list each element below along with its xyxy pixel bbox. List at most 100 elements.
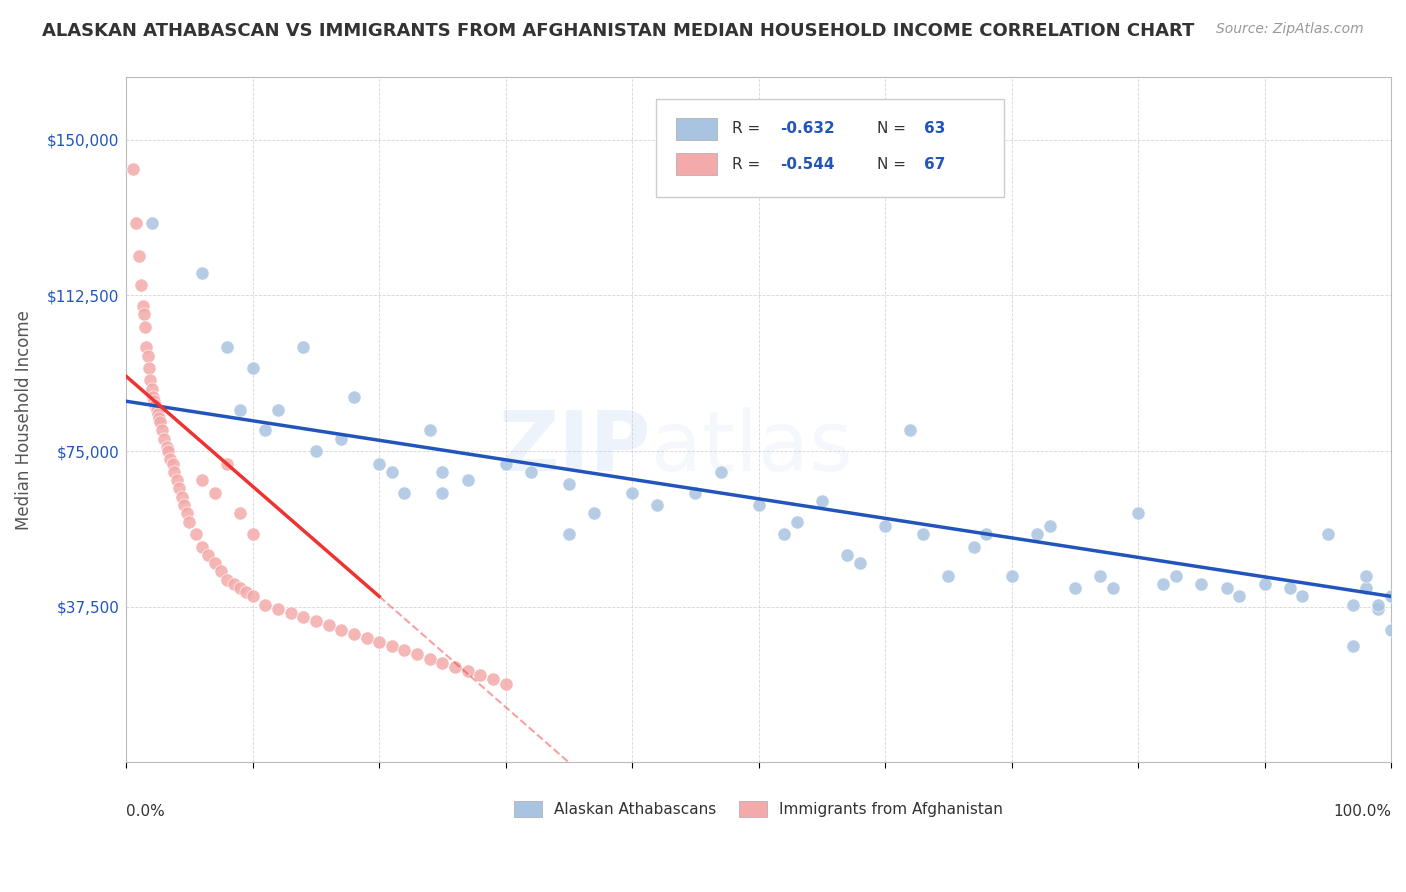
Point xyxy=(368,635,391,649)
Text: 63: 63 xyxy=(924,121,946,136)
Point xyxy=(229,402,252,417)
Point xyxy=(495,457,517,471)
Text: R =: R = xyxy=(733,157,765,172)
Point xyxy=(292,340,315,354)
Point xyxy=(162,457,184,471)
Point xyxy=(773,527,796,541)
Text: 100.0%: 100.0% xyxy=(1333,804,1391,819)
Point xyxy=(1367,598,1389,612)
Point xyxy=(145,402,167,417)
Text: N =: N = xyxy=(877,121,911,136)
Point xyxy=(1367,602,1389,616)
Point xyxy=(1379,623,1402,637)
Point xyxy=(254,423,277,437)
Point xyxy=(134,319,156,334)
Point xyxy=(184,527,207,541)
Point xyxy=(128,249,150,263)
Point xyxy=(292,610,315,624)
Point xyxy=(131,278,153,293)
Point xyxy=(1025,527,1047,541)
Point xyxy=(811,494,834,508)
Point xyxy=(197,548,219,562)
Point xyxy=(1379,590,1402,604)
Point xyxy=(143,398,166,412)
Point xyxy=(217,340,239,354)
Point xyxy=(1152,577,1174,591)
Point xyxy=(343,626,366,640)
Point xyxy=(911,527,934,541)
Point xyxy=(1291,590,1313,604)
Point xyxy=(149,415,172,429)
Point xyxy=(1316,527,1339,541)
Point xyxy=(146,407,169,421)
Point xyxy=(432,485,454,500)
Point xyxy=(432,465,454,479)
Point xyxy=(1126,506,1149,520)
FancyBboxPatch shape xyxy=(676,118,717,140)
Point xyxy=(444,660,467,674)
Point xyxy=(406,648,429,662)
Point xyxy=(1038,518,1060,533)
Point xyxy=(209,565,232,579)
Point xyxy=(470,668,492,682)
Point xyxy=(875,518,897,533)
Point xyxy=(121,161,143,176)
Point xyxy=(786,515,808,529)
Text: 0.0%: 0.0% xyxy=(127,804,165,819)
Point xyxy=(191,266,214,280)
Point xyxy=(558,477,581,491)
Point xyxy=(176,506,198,520)
Point xyxy=(156,444,179,458)
Legend: Alaskan Athabascans, Immigrants from Afghanistan: Alaskan Athabascans, Immigrants from Afg… xyxy=(508,795,1010,823)
Point xyxy=(647,498,669,512)
Point xyxy=(1341,598,1364,612)
FancyBboxPatch shape xyxy=(657,99,1004,197)
Point xyxy=(141,216,163,230)
Text: N =: N = xyxy=(877,157,911,172)
Point xyxy=(131,299,153,313)
Point xyxy=(685,485,707,500)
Point xyxy=(169,482,191,496)
Point xyxy=(125,216,148,230)
Point xyxy=(898,423,921,437)
Point xyxy=(974,527,997,541)
Point xyxy=(305,615,328,629)
Point xyxy=(242,527,264,541)
Point xyxy=(170,490,193,504)
Point xyxy=(138,361,160,376)
Point xyxy=(1354,568,1376,582)
Point xyxy=(229,506,252,520)
Text: -0.544: -0.544 xyxy=(780,157,835,172)
Point xyxy=(558,527,581,541)
Text: ALASKAN ATHABASCAN VS IMMIGRANTS FROM AFGHANISTAN MEDIAN HOUSEHOLD INCOME CORREL: ALASKAN ATHABASCAN VS IMMIGRANTS FROM AF… xyxy=(42,22,1195,40)
Point xyxy=(217,457,239,471)
Point xyxy=(1164,568,1187,582)
Point xyxy=(837,548,859,562)
Point xyxy=(1278,581,1301,595)
Point xyxy=(179,515,201,529)
Point xyxy=(1189,577,1212,591)
Point xyxy=(343,390,366,404)
Text: Source: ZipAtlas.com: Source: ZipAtlas.com xyxy=(1216,22,1364,37)
Point xyxy=(267,602,290,616)
Text: -0.632: -0.632 xyxy=(780,121,835,136)
Point xyxy=(235,585,257,599)
Point xyxy=(318,618,340,632)
Point xyxy=(1215,581,1237,595)
Point xyxy=(191,473,214,487)
Point xyxy=(520,465,543,479)
Point xyxy=(135,340,157,354)
Point xyxy=(457,664,479,678)
Point xyxy=(141,382,163,396)
Point xyxy=(330,432,353,446)
Point xyxy=(1253,577,1275,591)
Point xyxy=(482,673,505,687)
Point xyxy=(173,498,195,512)
Point xyxy=(139,374,162,388)
Point xyxy=(936,568,959,582)
Point xyxy=(159,452,181,467)
Point xyxy=(621,485,644,500)
Point xyxy=(204,556,226,570)
Point xyxy=(280,606,302,620)
Point xyxy=(242,590,264,604)
